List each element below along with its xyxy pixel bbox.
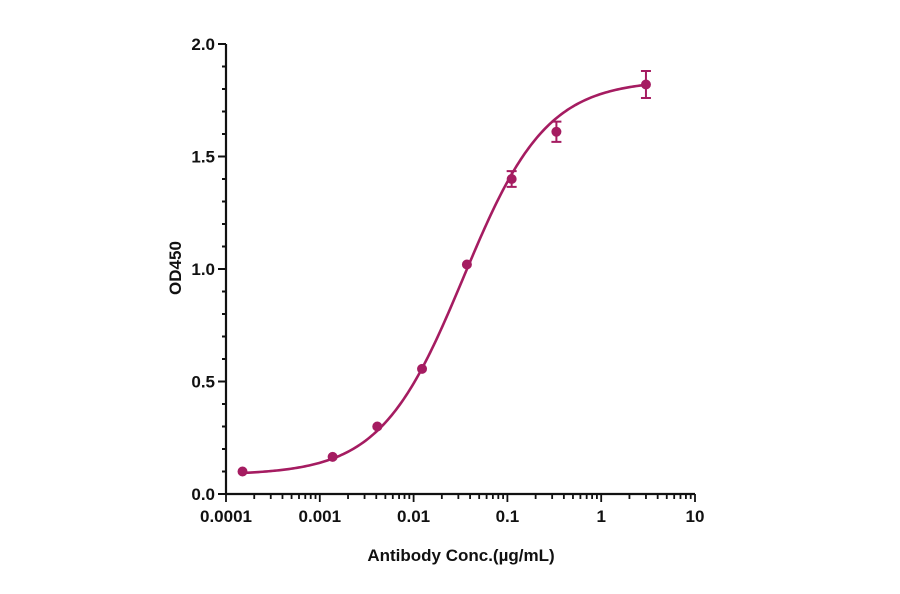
x-tick-label: 0.1 (496, 507, 520, 526)
y-axis-title: OD450 (166, 241, 185, 295)
x-tick-label: 0.0001 (200, 507, 252, 526)
fit-curve (241, 83, 648, 475)
y-tick-label: 1.5 (191, 148, 215, 167)
data-point (417, 363, 428, 374)
data-point (327, 451, 338, 462)
y-tick-label: 1.0 (191, 260, 215, 279)
x-tick-label: 0.001 (299, 507, 342, 526)
x-tick-label: 10 (686, 507, 705, 526)
x-axis: 0.0001 0.001 0.01 0.1 1 10 (200, 492, 705, 526)
x-tick-label: 1 (596, 507, 605, 526)
y-tick-label: 2.0 (191, 35, 215, 54)
y-tick-label: 0.5 (191, 373, 215, 392)
data-point (372, 421, 383, 432)
data-point (461, 259, 472, 270)
data-point (506, 170, 517, 188)
x-tick-label: 0.01 (397, 507, 430, 526)
data-point (237, 466, 248, 477)
data-points (237, 70, 651, 477)
y-axis: 0.0 0.5 1.0 1.5 2.0 (191, 35, 228, 504)
data-point (551, 120, 562, 143)
data-point (640, 70, 651, 99)
x-axis-title: Antibody Conc.(µg/mL) (367, 546, 554, 565)
y-tick-label: 0.0 (191, 485, 215, 504)
